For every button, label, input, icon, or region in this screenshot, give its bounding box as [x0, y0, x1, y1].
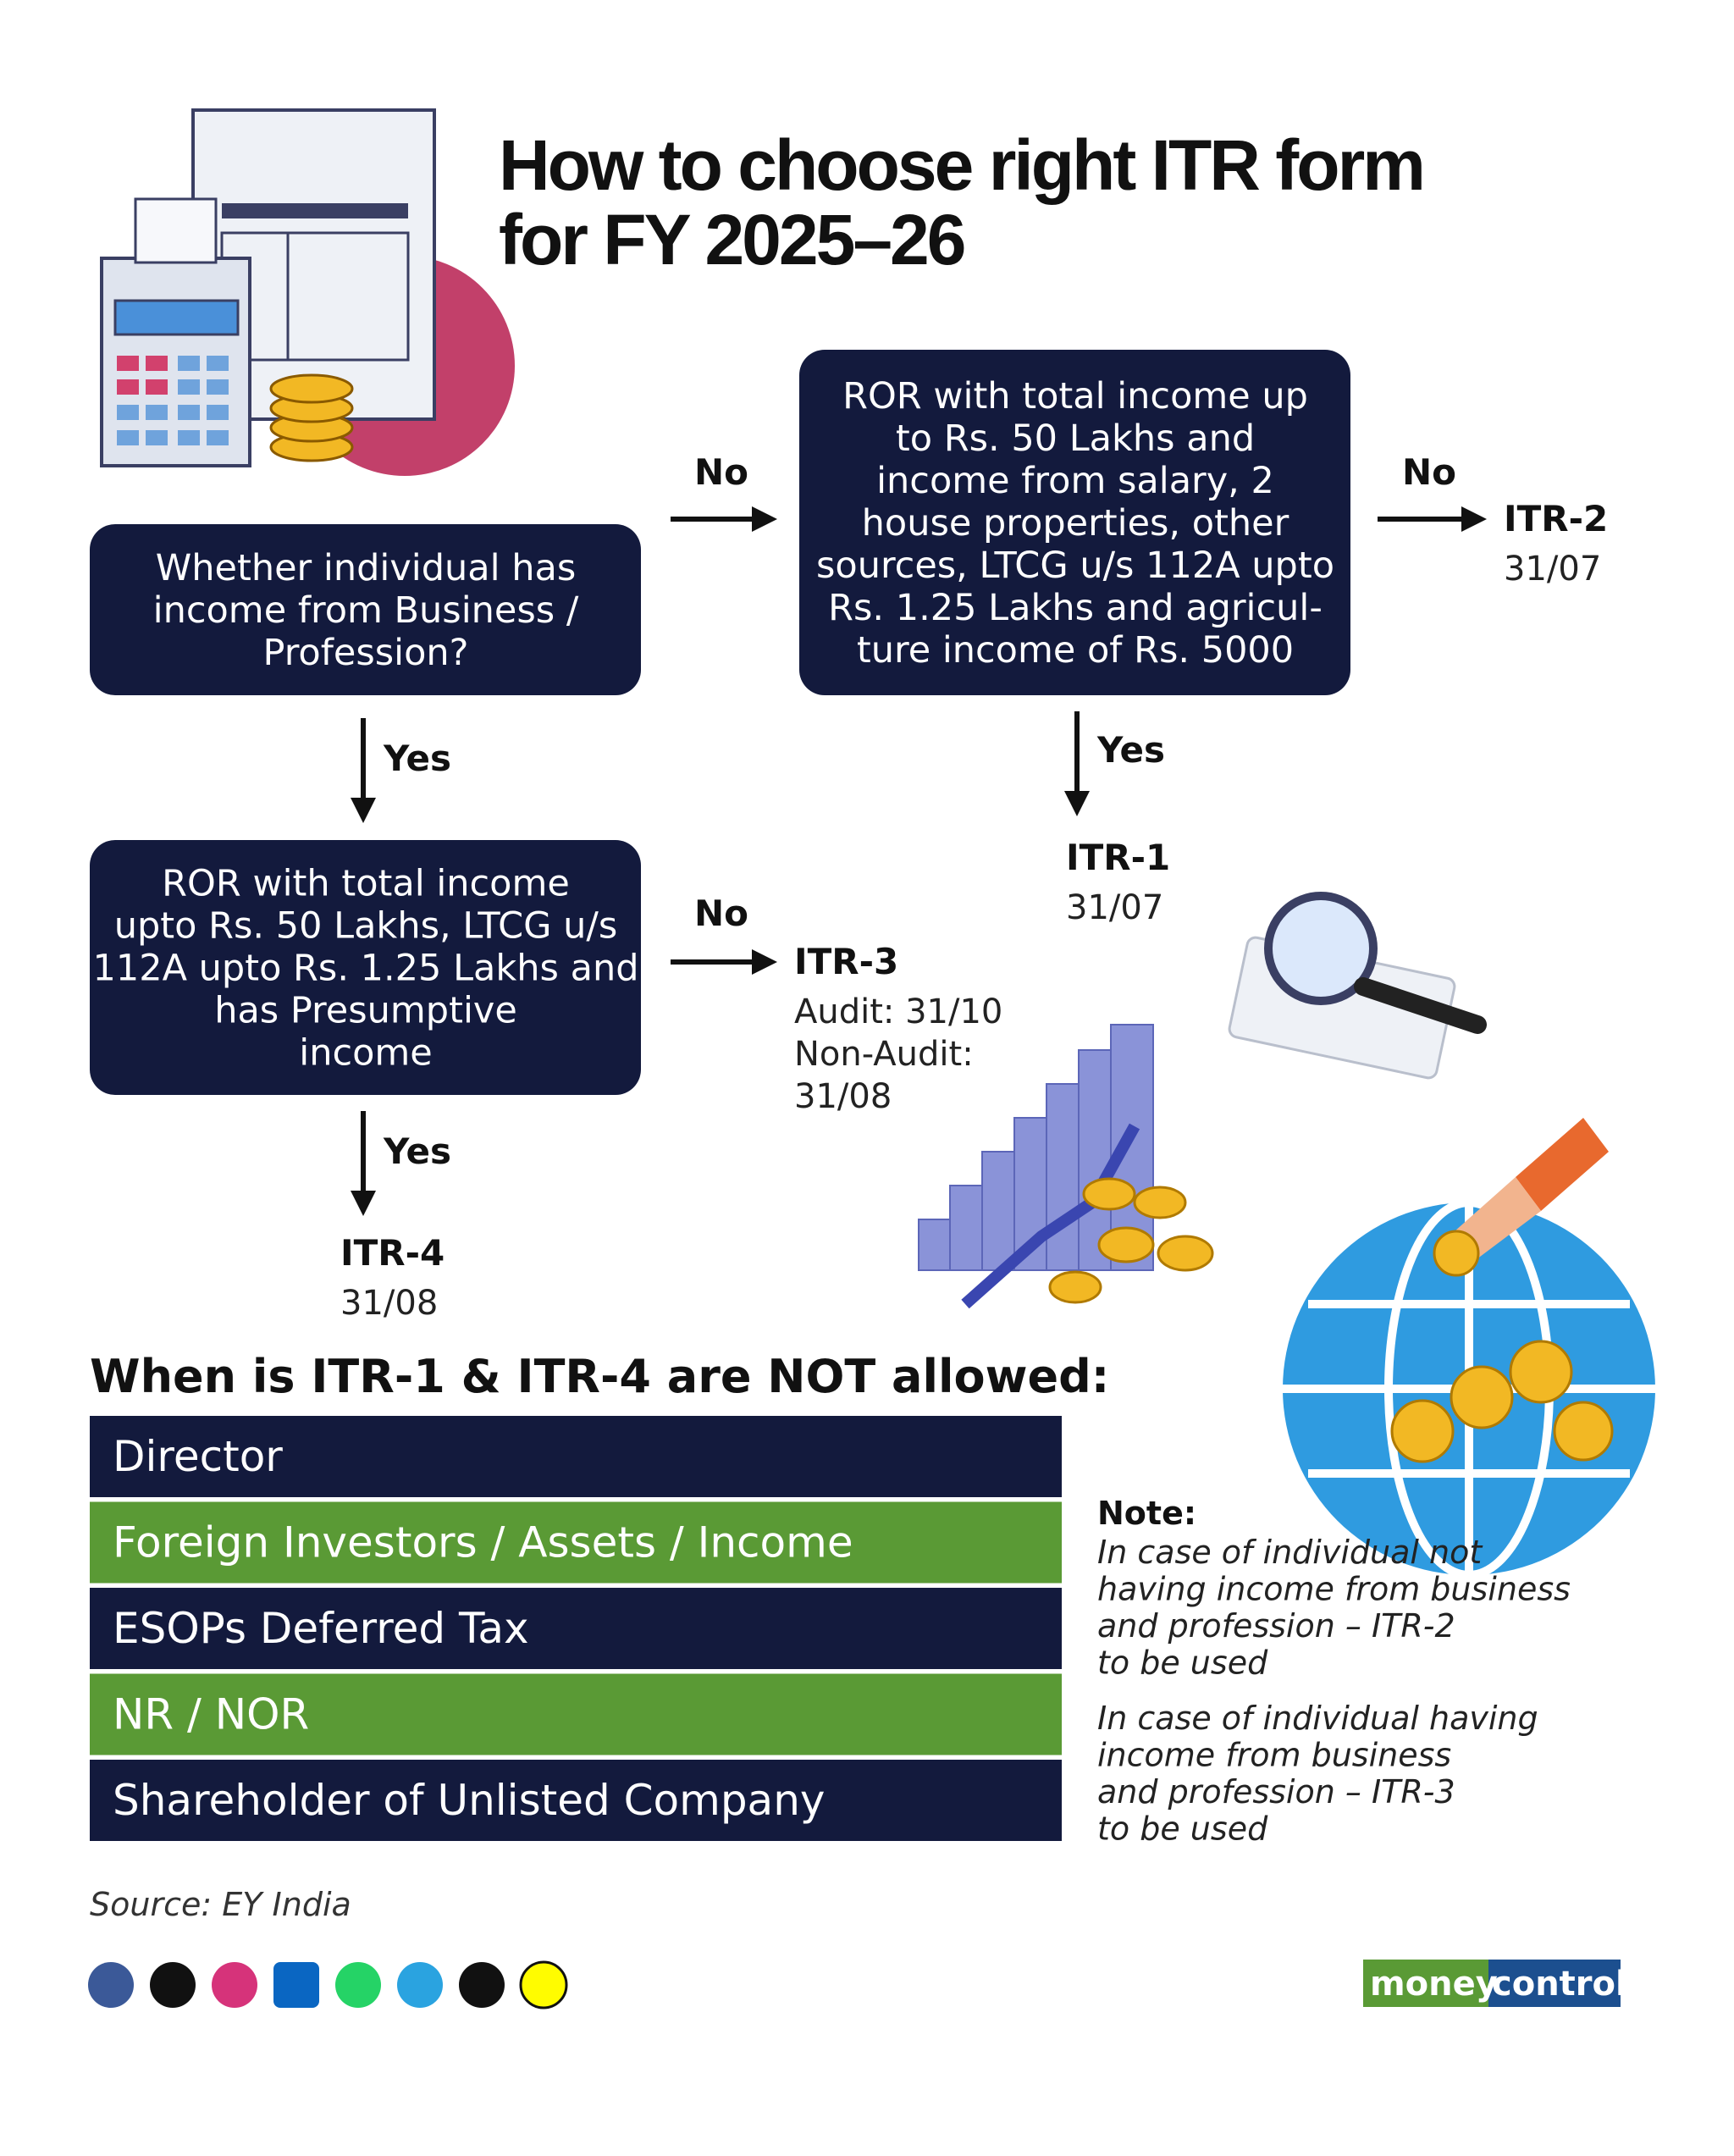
edge-label: Yes [383, 738, 451, 779]
node-line: to Rs. 50 Lakhs and [896, 417, 1255, 460]
node-line: Whether individual has [156, 547, 577, 589]
note-line: to be used [1097, 1810, 1268, 1848]
finance-illustration [918, 892, 1655, 1579]
node-line: house properties, other [862, 502, 1289, 545]
section-heading: When is ITR-1 & ITR-4 are NOT allowed: [90, 1350, 1109, 1403]
node-line: income from Business / [153, 589, 579, 632]
brand-logo: money control [1363, 1960, 1627, 2007]
node-line: upto Rs. 50 Lakhs, LTCG u/s [114, 905, 618, 948]
brand-part: control [1492, 1965, 1627, 2004]
decision-box [90, 840, 641, 1095]
form-name: ITR-3 [794, 941, 898, 982]
due-date: 31/08 [340, 1284, 438, 1323]
list-item: Director [113, 1432, 283, 1481]
instagram-icon[interactable] [212, 1962, 257, 2008]
edge-label: Yes [383, 1131, 451, 1172]
list-row [90, 1588, 1062, 1669]
decision-box [90, 524, 641, 695]
node-line: 112A upto Rs. 1.25 Lakhs and [93, 948, 639, 990]
form-name: ITR-1 [1066, 837, 1170, 878]
snapchat-icon[interactable] [519, 1960, 568, 2010]
edge-label: No [694, 893, 748, 934]
due-date: 31/07 [1066, 888, 1163, 927]
list-row [90, 1673, 1062, 1755]
telegram-icon[interactable] [397, 1962, 443, 2008]
node-line: sources, LTCG u/s 112A upto [816, 545, 1334, 587]
outcomes: ITR-2 31/07 ITR-1 31/07 ITR-3 Audit: 31/10 Non… [340, 498, 1608, 1323]
arrows [351, 506, 1487, 1216]
not-allowed-list: Director Foreign Investors / Assets / Inc… [90, 1416, 1062, 1841]
note-label: Note: [1097, 1495, 1196, 1532]
node-line: has Presumptive [214, 990, 517, 1032]
social-icons [88, 1960, 568, 2010]
due-date: Audit: 31/10 [794, 992, 1002, 1031]
form-name: ITR-2 [1504, 498, 1608, 539]
list-row [90, 1760, 1062, 1841]
list-item: Shareholder of Unlisted Company [113, 1776, 825, 1825]
x-icon[interactable] [150, 1962, 196, 2008]
list-item: NR / NOR [113, 1690, 309, 1739]
note-line: income from business [1097, 1737, 1451, 1774]
facebook-icon[interactable] [88, 1962, 134, 2008]
due-date: 31/07 [1504, 550, 1601, 589]
title: for FY 2025–26 [499, 200, 964, 279]
node-line: income [299, 1032, 433, 1075]
list-item: Foreign Investors / Assets / Income [113, 1518, 853, 1567]
list-row [90, 1416, 1062, 1497]
note-line: and profession – ITR-3 [1097, 1773, 1455, 1810]
edge-label: No [694, 451, 748, 493]
node-line: income from salary, 2 [876, 460, 1274, 502]
edge-label: Yes [1096, 729, 1165, 771]
note-line: In case of individual having [1097, 1700, 1538, 1737]
due-date: 31/08 [794, 1077, 892, 1116]
brand-part: money [1370, 1965, 1498, 2004]
title: How to choose right ITR form [499, 125, 1423, 205]
form-name: ITR-4 [340, 1232, 445, 1274]
whatsapp-icon[interactable] [335, 1962, 381, 2008]
list-item: ESOPs Deferred Tax [113, 1604, 529, 1653]
note-line: having income from business [1097, 1571, 1571, 1608]
note-line: and profession – ITR-2 [1097, 1607, 1455, 1645]
due-date: Non-Audit: [794, 1035, 974, 1074]
node-line: ROR with total income [162, 863, 570, 905]
node-line: ROR with total income up [842, 375, 1308, 417]
linkedin-icon[interactable] [273, 1962, 319, 2008]
note-line: to be used [1097, 1645, 1268, 1682]
node-line: Profession? [263, 632, 469, 674]
list-row [90, 1501, 1062, 1584]
edge-label: No [1402, 451, 1456, 493]
decision-box [799, 350, 1350, 695]
source: Source: EY India [90, 1886, 351, 1923]
node-line: Rs. 1.25 Lakhs and agricul- [828, 587, 1323, 629]
node-line: ture income of Rs. 5000 [857, 629, 1294, 672]
note-line: In case of individual not [1097, 1534, 1483, 1571]
tax-illustration [100, 108, 515, 476]
threads-icon[interactable] [459, 1962, 505, 2008]
